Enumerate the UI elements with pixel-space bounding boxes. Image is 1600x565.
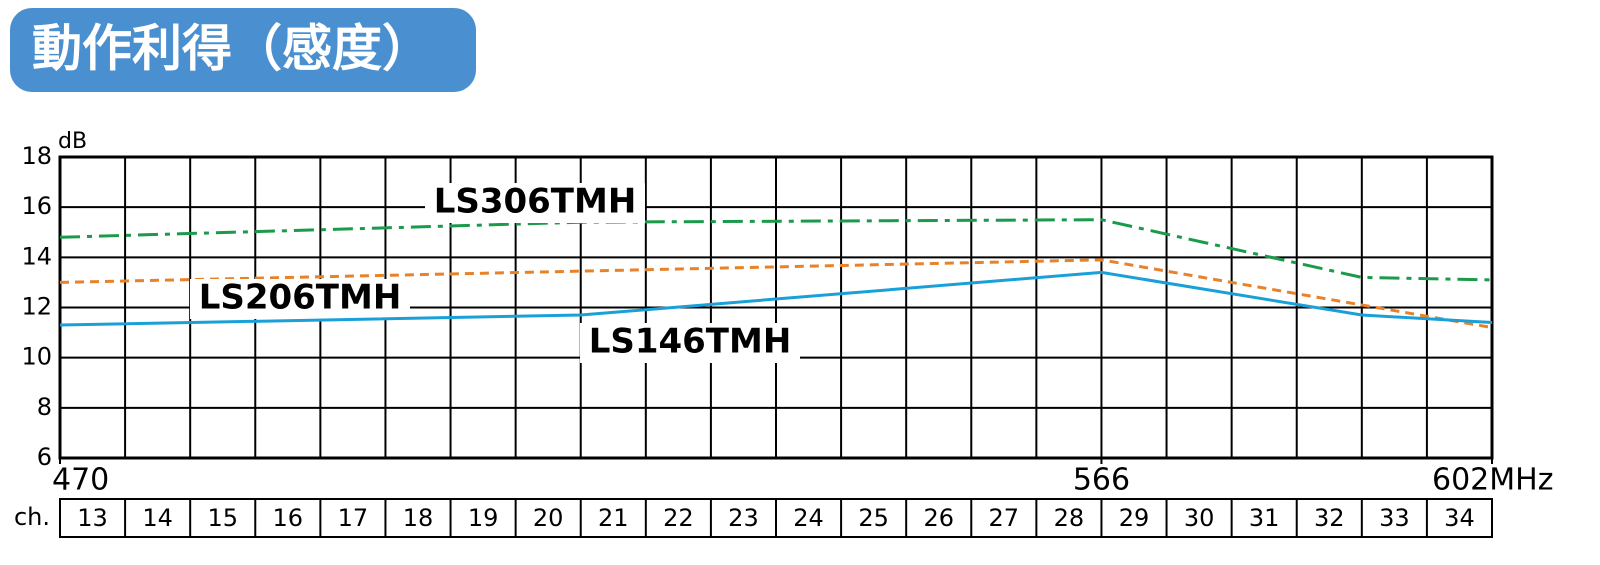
y-tick-label: 12 [21, 293, 52, 321]
channel-number: 17 [338, 504, 369, 532]
y-unit: dB [58, 129, 87, 154]
x-tick-label: 602MHz [1432, 463, 1553, 498]
channel-number: 16 [273, 504, 304, 532]
x-tick-label: 566 [1073, 463, 1130, 498]
channel-number: 24 [793, 504, 824, 532]
title-box [10, 8, 476, 92]
channel-label: ch. [14, 503, 50, 531]
channel-number: 26 [923, 504, 954, 532]
y-tick-label: 10 [21, 343, 52, 371]
channel-number: 27 [989, 504, 1020, 532]
channel-number: 20 [533, 504, 564, 532]
chart-title: 動作利得（感度） [32, 20, 432, 78]
channel-number: 34 [1444, 504, 1475, 532]
series-label-bg [425, 183, 645, 223]
channel-number: 28 [1054, 504, 1085, 532]
channel-number: 13 [77, 504, 108, 532]
channel-number: 21 [598, 504, 629, 532]
x-tick-label: 470 [52, 463, 109, 498]
channel-number: 29 [1119, 504, 1150, 532]
channel-number: 22 [663, 504, 694, 532]
channel-number: 15 [207, 504, 238, 532]
y-tick-label: 18 [21, 142, 52, 170]
plot-frame [58, 155, 1494, 460]
channel-number: 23 [728, 504, 759, 532]
series-label-bg [580, 323, 800, 363]
y-tick-label: 14 [21, 242, 52, 270]
channel-number: 33 [1379, 504, 1410, 532]
series-line [59, 218, 1493, 282]
series-line [59, 270, 1493, 327]
series-label-bg [190, 279, 410, 319]
channel-number: 32 [1314, 504, 1345, 532]
y-tick-label: 8 [37, 393, 52, 421]
series-line [59, 258, 1493, 330]
series-label: LS306TMH [434, 182, 637, 222]
channel-number: 14 [142, 504, 173, 532]
channel-number: 31 [1249, 504, 1280, 532]
channel-number: 18 [403, 504, 434, 532]
channel-number: 30 [1184, 504, 1215, 532]
y-tick-label: 6 [37, 443, 52, 471]
y-tick-label: 16 [21, 192, 52, 220]
channel-number: 19 [468, 504, 499, 532]
channel-number: 25 [858, 504, 889, 532]
series-label: LS146TMH [589, 322, 792, 362]
series-label: LS206TMH [199, 278, 402, 318]
